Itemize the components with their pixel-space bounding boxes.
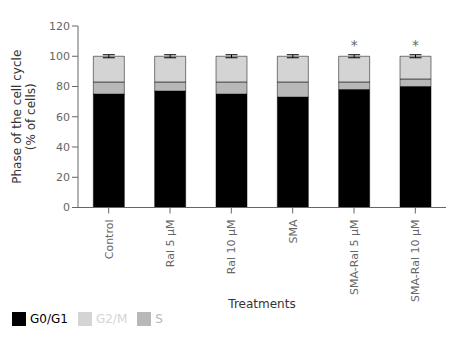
svg-text:*: * (351, 37, 358, 53)
svg-text:80: 80 (56, 80, 70, 93)
svg-text:Ral 10 μM: Ral 10 μM (225, 220, 238, 275)
svg-text:0: 0 (63, 201, 70, 214)
svg-text:Treatments: Treatments (227, 297, 295, 311)
svg-text:100: 100 (49, 50, 70, 63)
svg-text:Phase of the cell cycle(% of c: Phase of the cell cycle(% of cells) (10, 50, 38, 184)
html-text:G0/G1: G0/G1 (30, 311, 68, 326)
svg-text:SMA: SMA (287, 219, 300, 243)
svg-text:20: 20 (56, 171, 70, 184)
svg-text:*: * (412, 37, 419, 53)
svg-text:Ral 5 μM: Ral 5 μM (164, 220, 177, 268)
svg-text:60: 60 (56, 111, 70, 124)
svg-text:SMA-Ral 5 μM: SMA-Ral 5 μM (348, 220, 361, 295)
html-text:G2/M: G2/M (95, 311, 128, 326)
svg-text:SMA-Ral 10 μM: SMA-Ral 10 μM (409, 220, 422, 302)
svg-text:120: 120 (49, 20, 70, 33)
html-text:S: S (155, 311, 163, 326)
svg-text:Control: Control (103, 220, 116, 260)
svg-text:40: 40 (56, 141, 70, 154)
